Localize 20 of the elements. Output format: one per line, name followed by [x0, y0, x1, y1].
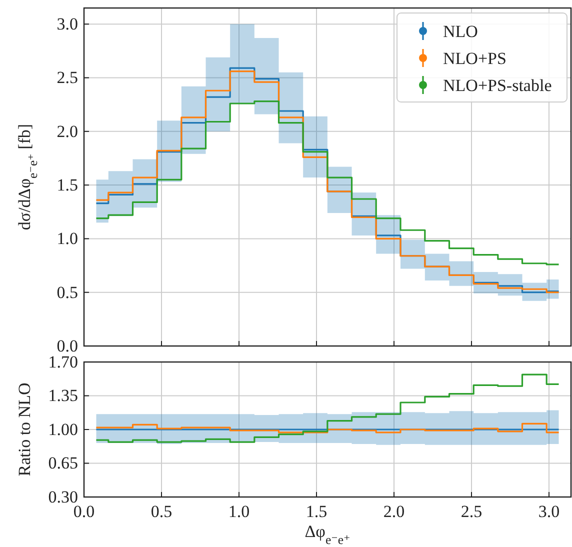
x-tick-label: 1.5 — [306, 502, 328, 522]
y-tick-label: 1.00 — [48, 420, 78, 439]
legend-label: NLO+PS — [443, 49, 506, 68]
y-tick-label: 1.0 — [56, 229, 78, 248]
y-tick-label: 0.65 — [48, 454, 78, 473]
legend-label: NLO — [443, 22, 478, 41]
x-tick-label: 2.5 — [460, 502, 482, 522]
y-tick-label: 3.0 — [56, 14, 78, 34]
y-tick-label: 2.5 — [56, 68, 78, 88]
x-tick-label: 0.5 — [150, 502, 172, 522]
y-tick-label: 0.5 — [56, 282, 78, 302]
y-tick-label: 2.0 — [56, 122, 78, 141]
x-axis-title: Δφ$_{e⁻e⁺}$ — [304, 522, 350, 547]
y-axis-title: Ratio to NLO — [15, 382, 34, 476]
x-tick-label: 2.0 — [383, 502, 405, 522]
y-tick-label: 1.35 — [48, 386, 78, 406]
legend-label: NLO+PS-stable — [443, 76, 552, 95]
y-tick-label: 1.5 — [56, 175, 78, 194]
x-tick-label: 3.0 — [538, 502, 560, 522]
x-tick-label: 1.0 — [228, 502, 250, 522]
